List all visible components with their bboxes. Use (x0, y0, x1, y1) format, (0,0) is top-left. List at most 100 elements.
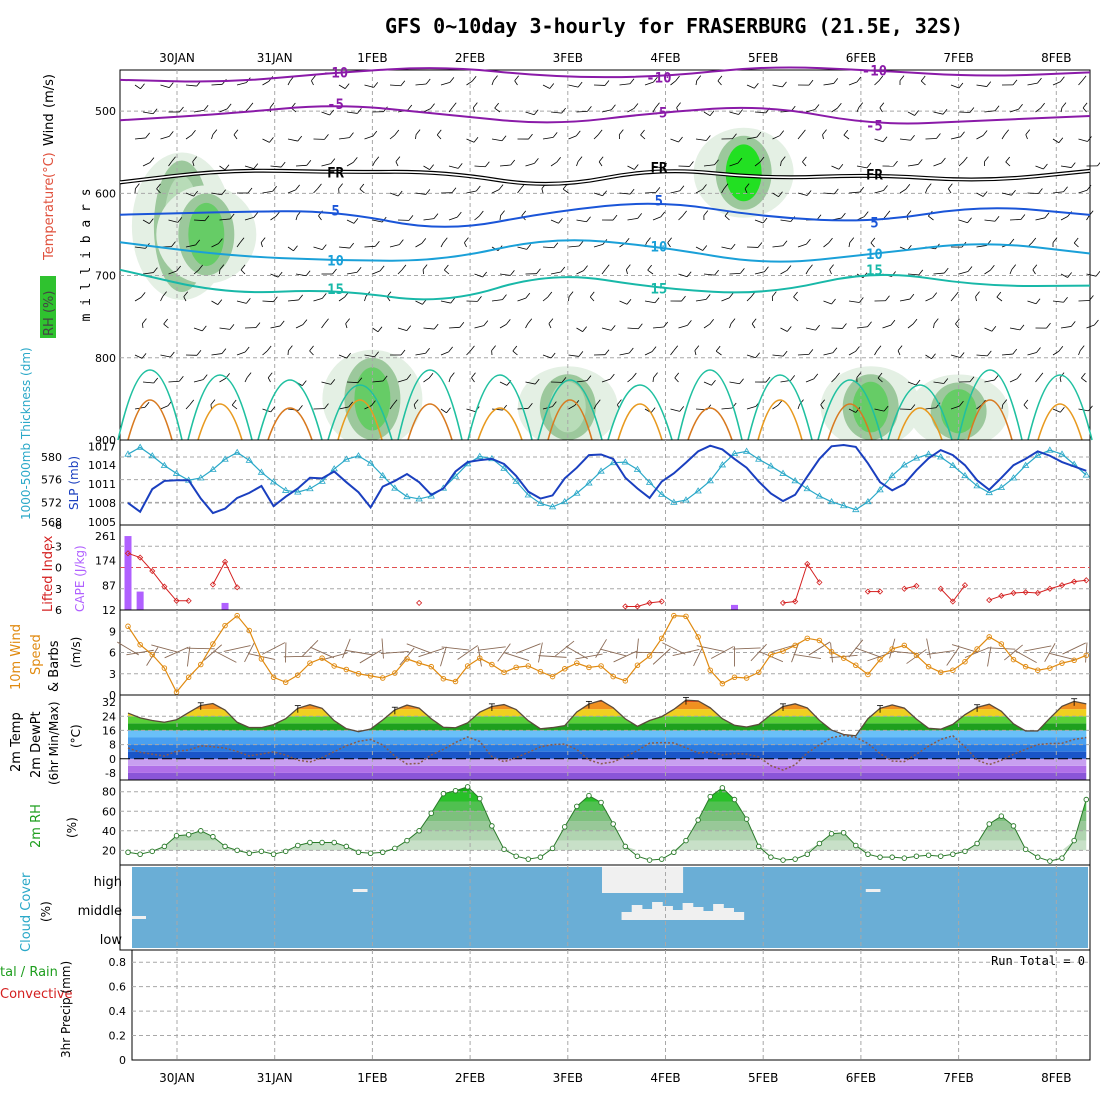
surface-barb-33 (515, 643, 541, 654)
temp-contour-label-10-1: 10 (650, 239, 667, 255)
upper-barb-flag-7-16 (560, 266, 566, 273)
upper-barb-flag-2-27 (822, 129, 827, 135)
upper-barb-flag-11-28 (856, 372, 862, 378)
surface-barb-70 (964, 647, 990, 658)
wind-marker-50 (731, 674, 738, 681)
lifted-seg-45 (625, 601, 662, 607)
upper-barb-2-2 (185, 134, 192, 140)
upper-barb-flag-9-30 (912, 318, 918, 325)
upper-barb-flag-11-20 (653, 372, 658, 378)
upper-barb-flag-2-4 (233, 129, 239, 136)
upper-barb-flag-10-16 (550, 352, 556, 359)
upper-barb-flag-2-34 (1004, 129, 1009, 135)
upper-barb-flag-9-11 (433, 323, 439, 330)
upper-barb-flag-0-10 (400, 80, 406, 87)
upper-barb-flag-10-34 (1012, 348, 1018, 355)
wind-marker-65 (913, 652, 920, 659)
wind-marker-45 (671, 612, 677, 619)
upper-barb-flag-5-27 (841, 212, 846, 219)
thickness-marker-21 (379, 471, 387, 479)
wind-marker-69 (962, 658, 968, 665)
rh-marker-35 (549, 845, 556, 852)
upper-barb-flag-12-35 (1023, 399, 1029, 406)
thickness-marker-51 (742, 447, 751, 454)
rh-marker-60 (853, 842, 859, 849)
upper-barb-flag-11-12 (450, 372, 455, 378)
rh-marker-0 (125, 849, 131, 856)
temp-contour-label-5-2: 5 (870, 215, 878, 231)
temp-contour-label-0-0: FR (327, 165, 344, 181)
wind-ticks: 12 9 6 3 0 (102, 604, 116, 702)
upper-barb-7-21 (678, 273, 688, 278)
rh-marker-51 (743, 816, 750, 822)
upper-barb-1-2 (193, 109, 205, 113)
upper-barb-2-28 (843, 134, 850, 140)
upper-barb-3-28 (856, 165, 868, 169)
upper-barb-flag-3-32 (962, 156, 968, 163)
cloud-grid (176, 865, 1057, 950)
pressure-ticks: 500 600 700 800 900 (95, 105, 116, 447)
upper-barb-12-2 (185, 404, 191, 410)
upper-barb-flag-10-9 (374, 351, 379, 357)
upper-barb-flag-0-18 (604, 80, 610, 86)
surface-barb-32 (503, 652, 530, 661)
rh-marker-53 (768, 854, 774, 860)
upper-barb-0-8 (338, 84, 346, 89)
upper-barb-flag-6-23 (730, 243, 736, 250)
upper-barb-flag-7-26 (808, 264, 813, 270)
upper-barb-flag-5-0 (148, 218, 154, 224)
upper-barb-1-8 (346, 111, 358, 114)
upper-barb-3-13 (474, 165, 486, 168)
rh-marker-26 (440, 790, 447, 797)
upper-barb-flag-1-27 (837, 103, 842, 109)
upper-barb-6-28 (848, 242, 851, 248)
wind-marker-21 (379, 675, 386, 681)
upper-barb-flag-5-24 (762, 217, 768, 224)
upper-barb-flag-3-21 (689, 161, 694, 167)
upper-barb-flag-9-35 (1046, 322, 1051, 329)
wind-tick-9: 9 (109, 625, 116, 638)
upper-barb-flag-4-30 (905, 184, 911, 190)
wind-marker-56 (804, 635, 811, 642)
upper-barb-flag-10-20 (651, 346, 657, 352)
cloud-gap-middle-7 (692, 907, 704, 920)
upper-barb-flag-8-7 (321, 293, 327, 299)
upper-barb-flag-2-1 (168, 131, 174, 137)
upper-barb-flag-7-9 (379, 265, 385, 272)
thickness-marker-14 (294, 488, 302, 495)
upper-barb-flag-1-4 (248, 102, 254, 109)
upper-barb-10-16 (542, 354, 552, 359)
upper-barb-flag-12-12 (446, 407, 451, 414)
upper-barb-flag-5-35 (1044, 212, 1050, 219)
rh-legend-swatch (40, 276, 56, 338)
thickness-marker-7 (209, 465, 217, 472)
upper-barb-flag-8-30 (909, 293, 915, 300)
surface-barb-47 (693, 646, 704, 667)
upper-barb-3-9 (372, 161, 376, 167)
upper-barb-flag-5-4 (253, 212, 259, 218)
top-date-6FEB: 6FEB (846, 51, 876, 65)
wind-marker-42 (634, 662, 641, 669)
upper-barb-flag-6-27 (828, 237, 833, 244)
thickness-marker-24 (415, 495, 423, 502)
lifted-seg-66 (904, 585, 917, 590)
thickness-marker-20 (366, 459, 375, 466)
thickness-marker-66 (924, 450, 933, 457)
warm-arc-teal-3 (327, 384, 393, 441)
upper-barb-10-3 (211, 353, 222, 356)
upper-barb-flag-5-14 (500, 210, 505, 216)
temp-contour-label-15-2: 15 (866, 263, 883, 279)
upper-barb-12-10 (389, 404, 394, 410)
upper-barb-flag-5-2 (204, 215, 210, 221)
cloud-gaps (132, 867, 881, 920)
upper-barb-6-0 (134, 246, 146, 249)
upper-barb-9-21 (678, 325, 688, 329)
pressure-axis-label: m i l l i b a r s (79, 188, 94, 321)
upper-barb-11-21 (674, 377, 679, 383)
upper-barb-flag-2-10 (394, 129, 400, 136)
upper-barb-1-29 (879, 107, 883, 113)
wind-marker-2 (149, 651, 156, 658)
upper-barb-9-37 (1086, 324, 1095, 329)
upper-barb-2-30 (899, 138, 911, 141)
upper-barb-11-7 (321, 381, 331, 385)
